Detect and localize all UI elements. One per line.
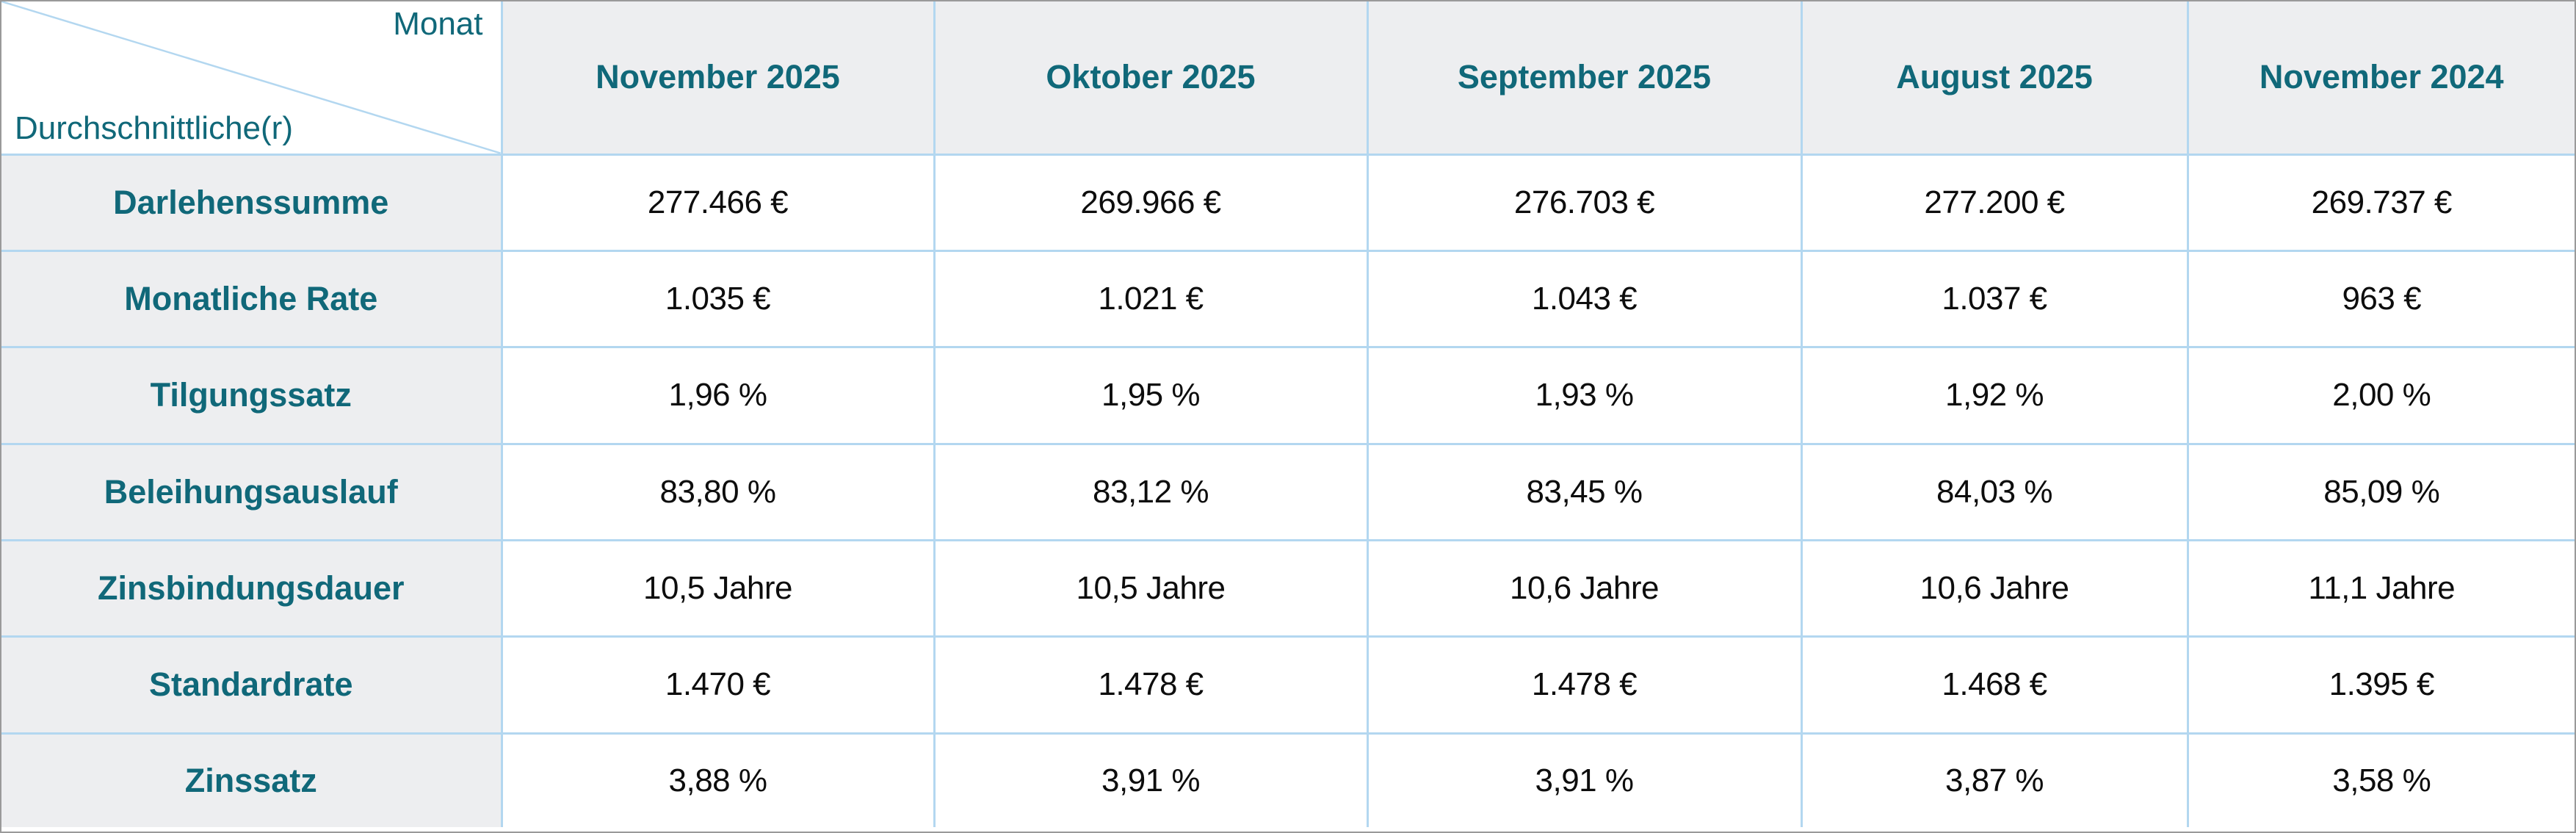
row-label-standardrate: Standardrate [1,635,503,735]
data-cell: 1.478 € [1366,635,1803,735]
data-cell: 1.021 € [933,249,1369,349]
table-row-beleihungsauslauf: Beleihungsauslauf 83,80 % 83,12 % 83,45 … [1,442,2575,541]
data-cell: 11,1 Jahre [2186,538,2575,638]
corner-top-label: Monat [393,6,483,42]
table-row-zinsbindungsdauer: Zinsbindungsdauer 10,5 Jahre 10,5 Jahre … [1,538,2575,638]
data-cell: 269.966 € [933,153,1369,252]
data-cell: 85,09 % [2186,442,2575,541]
header-row: Monat Durchschnittliche(r) November 2025… [1,1,2575,156]
data-cell: 10,6 Jahre [1800,538,2189,638]
table-row-darlehenssumme: Darlehenssumme 277.466 € 269.966 € 276.7… [1,153,2575,252]
data-cell: 1.043 € [1366,249,1803,349]
corner-bottom-label: Durchschnittliche(r) [15,109,293,146]
table-row-standardrate: Standardrate 1.470 € 1.478 € 1.478 € 1.4… [1,635,2575,735]
data-cell: 1.478 € [933,635,1369,735]
data-cell: 83,12 % [933,442,1369,541]
row-label-monatliche-rate: Monatliche Rate [1,249,503,349]
data-cell: 963 € [2186,249,2575,349]
data-cell: 1.037 € [1800,249,2189,349]
data-cell: 10,5 Jahre [933,538,1369,638]
row-label-darlehenssumme: Darlehenssumme [1,153,503,252]
data-cell: 276.703 € [1366,153,1803,252]
table-row-monatliche-rate: Monatliche Rate 1.035 € 1.021 € 1.043 € … [1,249,2575,349]
data-cell: 83,80 % [500,442,936,541]
table-row-tilgungssatz: Tilgungssatz 1,96 % 1,95 % 1,93 % 1,92 %… [1,346,2575,445]
data-cell: 277.466 € [500,153,936,252]
row-label-zinsbindungsdauer: Zinsbindungsdauer [1,538,503,638]
column-header-november-2025: November 2025 [500,1,936,156]
row-label-tilgungssatz: Tilgungssatz [1,346,503,445]
data-cell: 3,88 % [500,732,936,827]
data-cell: 1.395 € [2186,635,2575,735]
data-cell: 1.468 € [1800,635,2189,735]
data-cell: 83,45 % [1366,442,1803,541]
data-cell: 3,58 % [2186,732,2575,827]
data-cell: 269.737 € [2186,153,2575,252]
data-cell: 1,95 % [933,346,1369,445]
column-header-august-2025: August 2025 [1800,1,2189,156]
column-header-september-2025: September 2025 [1366,1,1803,156]
column-header-oktober-2025: Oktober 2025 [933,1,1369,156]
corner-diagonal-line [1,1,499,152]
data-cell: 84,03 % [1800,442,2189,541]
data-cell: 277.200 € [1800,153,2189,252]
data-cell: 3,87 % [1800,732,2189,827]
table-row-zinssatz: Zinssatz 3,88 % 3,91 % 3,91 % 3,87 % 3,5… [1,732,2575,827]
data-cell: 10,6 Jahre [1366,538,1803,638]
row-label-zinssatz: Zinssatz [1,732,503,827]
data-cell: 1,93 % [1366,346,1803,445]
column-header-november-2024: November 2024 [2186,1,2575,156]
corner-cell: Monat Durchschnittliche(r) [1,1,503,156]
data-cell: 1,96 % [500,346,936,445]
data-cell: 3,91 % [933,732,1369,827]
data-cell: 3,91 % [1366,732,1803,827]
data-cell: 1.035 € [500,249,936,349]
data-cell: 1.470 € [500,635,936,735]
data-cell: 10,5 Jahre [500,538,936,638]
data-cell: 2,00 % [2186,346,2575,445]
row-label-beleihungsauslauf: Beleihungsauslauf [1,442,503,541]
data-cell: 1,92 % [1800,346,2189,445]
